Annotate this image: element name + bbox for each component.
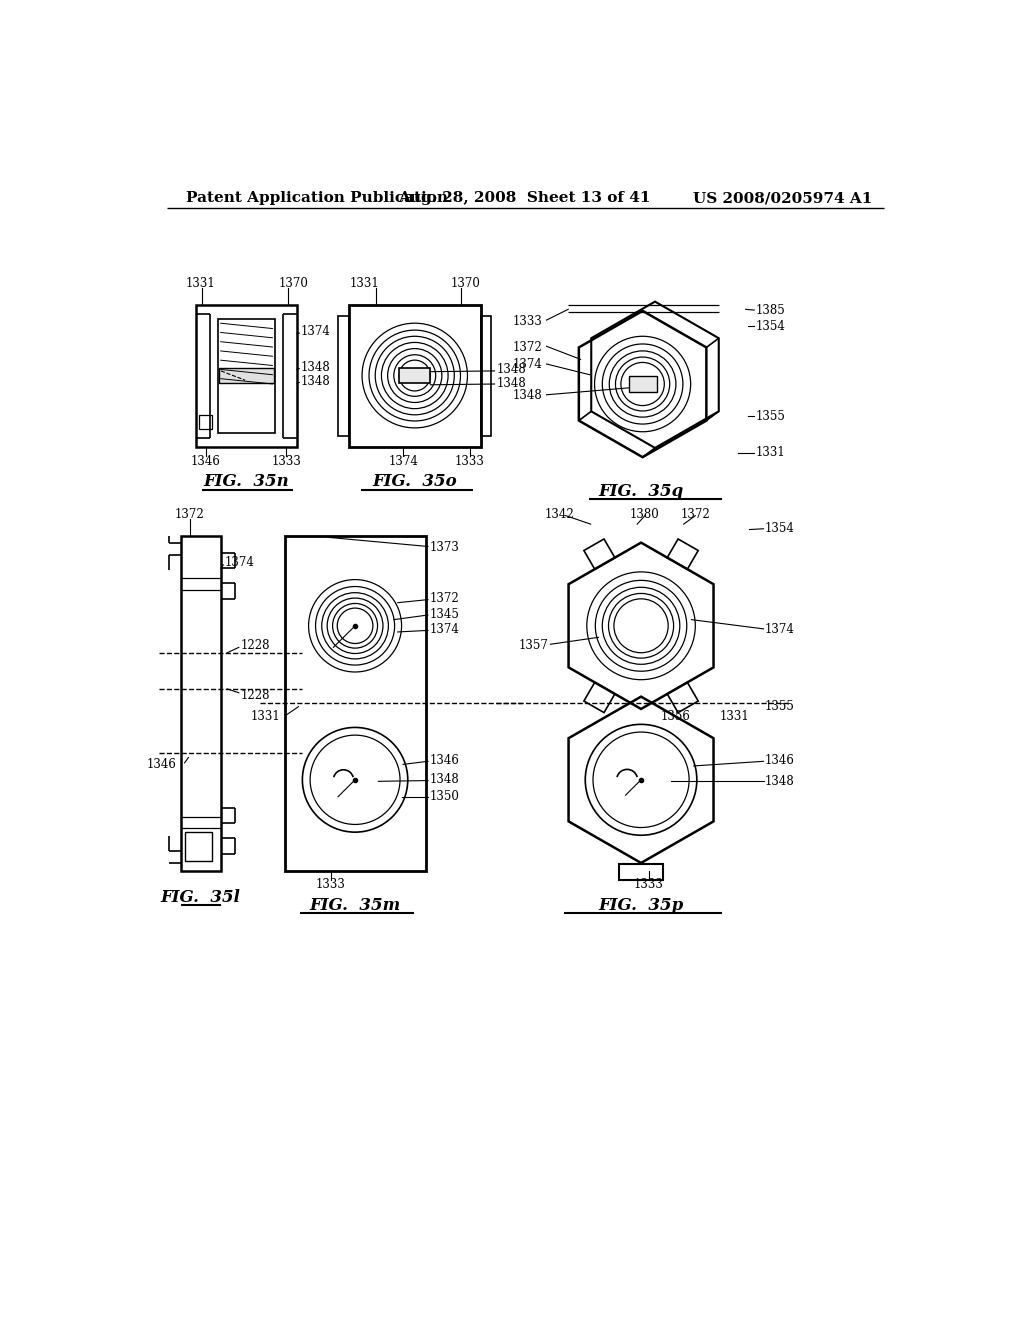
- Text: 1342: 1342: [545, 508, 574, 520]
- Text: 1331: 1331: [251, 710, 281, 723]
- Text: 1346: 1346: [190, 454, 220, 467]
- Text: 1372: 1372: [175, 508, 205, 520]
- Bar: [285, 536, 426, 871]
- Bar: [219, 368, 273, 383]
- Text: FIG.  35p: FIG. 35p: [598, 896, 684, 913]
- Text: FIG.  35n: FIG. 35n: [204, 474, 290, 490]
- Text: 1374: 1374: [429, 623, 460, 636]
- Text: 1355: 1355: [756, 409, 785, 422]
- Text: 1331: 1331: [349, 277, 379, 289]
- Text: US 2008/0205974 A1: US 2008/0205974 A1: [692, 191, 872, 206]
- Text: 1350: 1350: [429, 791, 460, 804]
- Text: 1345: 1345: [429, 607, 460, 620]
- Text: 1333: 1333: [455, 454, 484, 467]
- Text: 1372: 1372: [429, 593, 459, 606]
- Text: 1346: 1346: [765, 754, 795, 767]
- Bar: [480, 317, 492, 436]
- Text: 1348: 1348: [301, 375, 331, 388]
- Text: 1355: 1355: [765, 700, 795, 713]
- Text: 1372: 1372: [680, 508, 711, 520]
- Text: FIG.  35l: FIG. 35l: [161, 890, 241, 906]
- Text: 1373: 1373: [429, 541, 460, 554]
- Bar: [349, 305, 480, 447]
- Text: 1348: 1348: [765, 775, 795, 788]
- Text: 1354: 1354: [765, 521, 795, 535]
- Bar: [620, 865, 663, 880]
- Text: Patent Application Publication: Patent Application Publication: [186, 191, 449, 206]
- Text: 1385: 1385: [756, 305, 785, 317]
- Text: FIG.  35q: FIG. 35q: [598, 483, 684, 499]
- Bar: [180, 536, 221, 871]
- Bar: [629, 376, 656, 392]
- Bar: [218, 318, 275, 433]
- Text: 1354: 1354: [756, 319, 785, 333]
- Text: 1333: 1333: [513, 315, 543, 329]
- Bar: [184, 832, 212, 862]
- Text: 1333: 1333: [634, 878, 664, 891]
- Text: 1348: 1348: [496, 376, 526, 389]
- Text: 1357: 1357: [518, 639, 548, 652]
- Text: 1333: 1333: [271, 454, 301, 467]
- Text: 1348: 1348: [301, 362, 331, 375]
- Text: Aug. 28, 2008  Sheet 13 of 41: Aug. 28, 2008 Sheet 13 of 41: [398, 191, 651, 206]
- Text: 1374: 1374: [513, 358, 543, 371]
- Text: 1331: 1331: [756, 446, 785, 459]
- Text: 1333: 1333: [316, 878, 346, 891]
- Text: 1331: 1331: [719, 710, 749, 723]
- Bar: [200, 414, 212, 429]
- Text: FIG.  35m: FIG. 35m: [309, 896, 400, 913]
- Text: 1348: 1348: [513, 389, 543, 403]
- Text: 1228: 1228: [241, 639, 270, 652]
- Bar: [197, 305, 297, 447]
- Text: 1374: 1374: [225, 556, 255, 569]
- Text: 1348: 1348: [429, 774, 459, 787]
- Bar: [399, 368, 430, 383]
- Text: 1348: 1348: [496, 363, 526, 376]
- Text: 1374: 1374: [301, 325, 331, 338]
- Text: FIG.  35o: FIG. 35o: [373, 474, 457, 490]
- Text: 1346: 1346: [429, 754, 460, 767]
- Text: 1374: 1374: [388, 454, 418, 467]
- Text: 1356: 1356: [660, 710, 691, 723]
- Bar: [338, 317, 349, 436]
- Text: 1372: 1372: [513, 341, 543, 354]
- Text: 1370: 1370: [451, 277, 480, 289]
- Text: 1346: 1346: [147, 758, 177, 771]
- Text: 1370: 1370: [279, 277, 308, 289]
- Text: 1380: 1380: [630, 508, 659, 520]
- Text: 1228: 1228: [241, 689, 270, 702]
- Text: 1331: 1331: [185, 277, 215, 289]
- Text: 1374: 1374: [765, 623, 795, 636]
